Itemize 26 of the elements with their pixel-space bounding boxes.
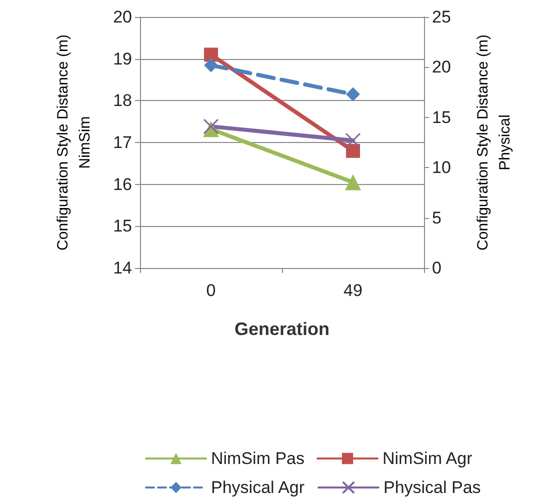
y2-tick-label: 25 [432, 8, 451, 26]
point [346, 87, 360, 102]
legend-label: NimSim Pas [211, 449, 305, 468]
y-tick-label: 15 [113, 216, 132, 236]
y-tick-label: 16 [113, 174, 132, 194]
y-tick-label: 20 [113, 8, 132, 26]
y-tick-label: 18 [113, 91, 132, 110]
y2-tick-label: 10 [432, 158, 451, 178]
y-axis-title: Configuration Style Distance (m) NimSim [54, 34, 94, 250]
y-tick-label: 17 [113, 133, 132, 152]
y-tick-label: 19 [113, 49, 132, 68]
legend-label: NimSim Agr [382, 449, 473, 468]
x-axis-title: Generation [234, 319, 330, 339]
y2-tick-label: 5 [432, 208, 442, 228]
point [345, 132, 361, 148]
legend-label: Physical Agr [211, 478, 305, 497]
x-tick-label: 49 [344, 281, 362, 300]
point [204, 58, 218, 72]
legend-label: Physical Pas [383, 478, 481, 497]
y2-tick-label: 0 [432, 258, 442, 278]
y-tick-label: 14 [113, 258, 132, 278]
y2-tick-label: 15 [432, 108, 451, 127]
y2-axis-title: Configuration Style Distance (m) Physical [474, 34, 514, 250]
y2-tick-label: 20 [432, 58, 451, 77]
point [346, 144, 360, 158]
point [204, 48, 218, 62]
